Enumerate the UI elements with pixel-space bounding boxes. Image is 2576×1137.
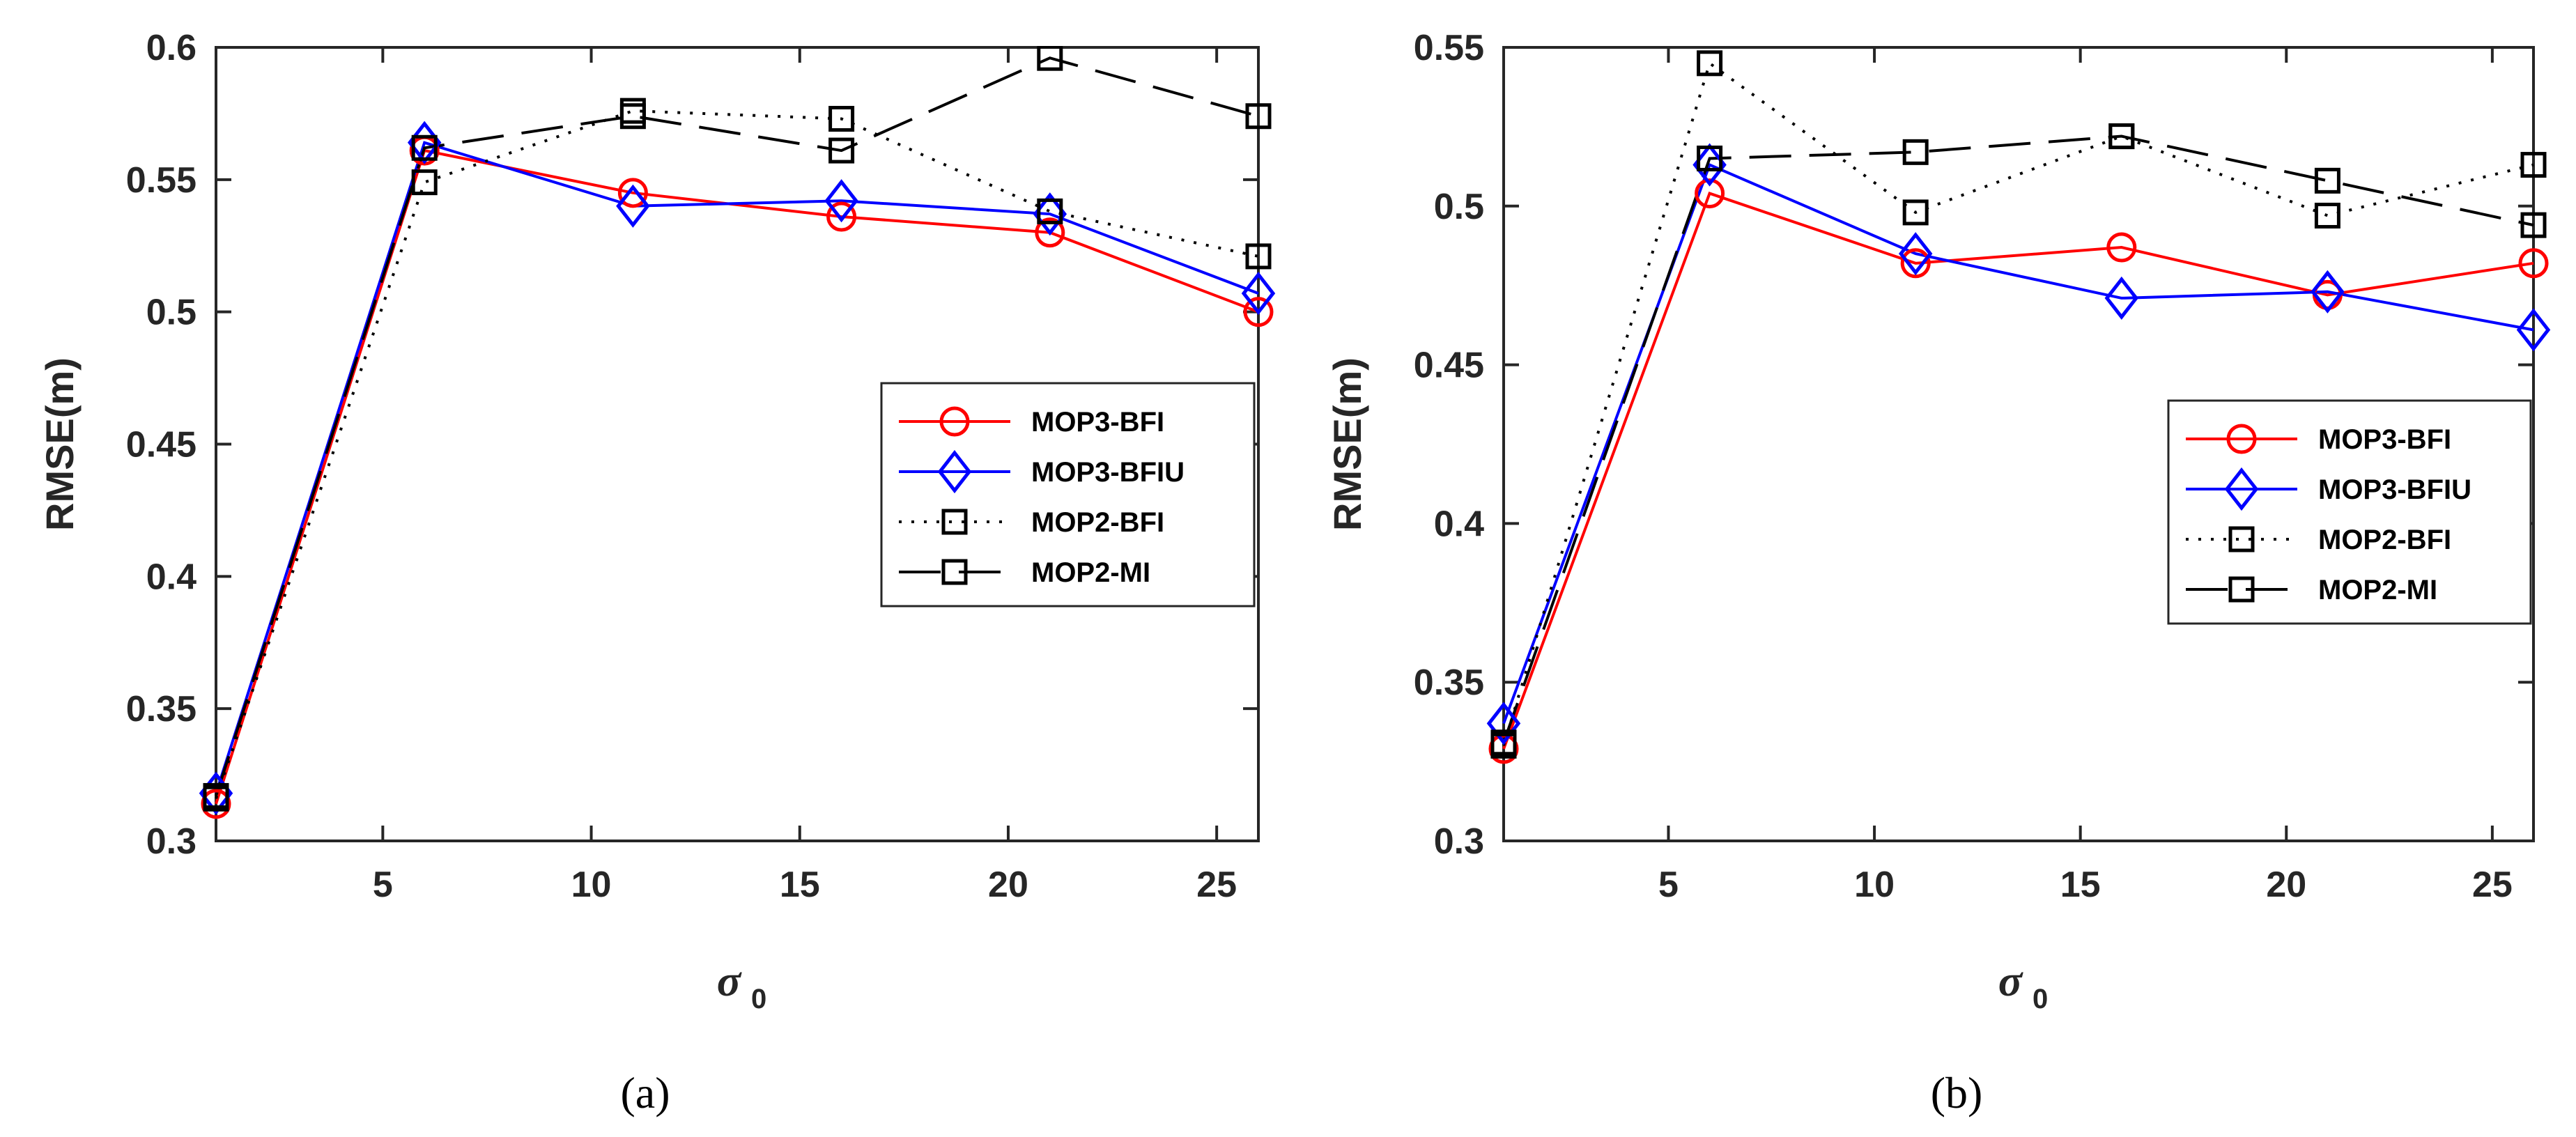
legend-label: MOP3-BFI	[1031, 407, 1164, 438]
x-tick-label: 25	[2472, 865, 2513, 905]
data-point-MOP2-MI	[619, 103, 646, 130]
legend-label: MOP3-BFI	[2318, 424, 2451, 455]
data-point-MOP2-BFI	[411, 169, 438, 196]
legend: MOP3-BFI MOP3-BFIU MOP2-BFI MOP2-MI	[2167, 399, 2532, 625]
series-line-MOP3-BFI	[1502, 192, 2534, 750]
x-tick-label: 15	[780, 865, 820, 905]
x-tick-label: 15	[2060, 865, 2101, 905]
chart-panel-1: 5 10 15 20 25 0.3 0.35 0.4 0.45 0.5 0.55 0.6 RMSE(m)…	[38, 28, 1276, 1117]
y-tick-label: 0.3	[1434, 821, 1484, 862]
data-point-MOP2-BFI	[2520, 152, 2547, 178]
data-point-MOP3-BFI	[1243, 297, 1274, 327]
data-point-MOP2-MI	[1490, 729, 1517, 756]
legend-label: MOP2-BFI	[1031, 507, 1164, 538]
legend-label: MOP2-BFI	[2318, 525, 2451, 555]
data-point-MOP3-BFI	[2106, 232, 2137, 263]
data-point-MOP3-BFIU	[2104, 276, 2139, 320]
data-point-MOP3-BFIU	[616, 184, 650, 228]
legend: MOP3-BFI MOP3-BFIU MOP2-BFI MOP2-MI	[880, 382, 1256, 608]
figure-caption: (b)	[1931, 1068, 1983, 1117]
data-point-MOP3-BFI	[1900, 248, 1931, 279]
data-point-MOP3-BFI	[1695, 178, 1725, 209]
legend-label: MOP2-MI	[2318, 575, 2437, 605]
x-tick-label: 25	[1196, 865, 1237, 905]
legend-label: MOP2-MI	[1031, 557, 1150, 588]
data-point-MOP2-BFI	[1697, 50, 1723, 77]
series-line-MOP3-BFIU	[215, 141, 1259, 794]
data-point-MOP2-MI	[828, 137, 855, 164]
data-point-MOP3-BFIU	[1241, 272, 1276, 316]
legend-swatch-marker	[2224, 467, 2259, 511]
x-tick-label: 20	[2266, 865, 2306, 905]
legend-swatch-marker	[2228, 526, 2255, 552]
legend-swatch-marker	[939, 406, 970, 437]
data-point-MOP3-BFIU	[1486, 702, 1521, 745]
series-group	[1486, 50, 2551, 764]
x-tick-label: 10	[1854, 865, 1895, 905]
data-point-MOP3-BFI	[2518, 248, 2549, 279]
legend-swatch-marker	[941, 509, 968, 535]
legend-swatch-marker	[2226, 424, 2257, 454]
x-tick-label: 20	[988, 865, 1028, 905]
legend-swatch-marker	[2228, 576, 2255, 603]
legend-swatch-marker	[937, 449, 972, 494]
data-point-MOP2-BFI	[1037, 198, 1063, 224]
y-tick-label: 0.55	[1414, 28, 1484, 68]
y-tick-label: 0.4	[146, 557, 196, 597]
data-point-MOP2-MI	[2520, 212, 2547, 238]
data-point-MOP3-BFI	[826, 201, 857, 232]
data-point-MOP2-BFI	[2314, 202, 2340, 229]
y-tick-label: 0.3	[146, 821, 196, 862]
data-point-MOP2-MI	[203, 782, 229, 809]
data-point-MOP3-BFIU	[2516, 308, 2551, 352]
series-line-MOP2-MI	[1502, 134, 2534, 743]
y-tick-label: 0.35	[126, 689, 196, 729]
data-point-MOP2-MI	[1245, 103, 1272, 130]
data-point-MOP2-MI	[1902, 139, 1929, 165]
data-point-MOP3-BFIU	[824, 179, 858, 223]
data-point-MOP3-BFI	[617, 178, 648, 208]
x-axis-label: σ	[717, 956, 742, 1005]
data-point-MOP2-MI	[2314, 167, 2340, 194]
y-tick-label: 0.35	[1414, 663, 1484, 703]
data-point-MOP2-BFI	[1245, 243, 1272, 270]
y-axis-label: RMSE(m)	[38, 357, 82, 531]
data-point-MOP3-BFIU	[2311, 270, 2345, 314]
data-point-MOP2-BFI	[1902, 199, 1929, 226]
data-point-MOP3-BFI	[201, 789, 231, 819]
y-tick-label: 0.4	[1434, 504, 1484, 544]
legend-label: MOP3-BFIU	[2318, 474, 2471, 505]
series-line-MOP2-BFI	[215, 109, 1259, 799]
data-point-MOP2-MI	[411, 134, 438, 161]
data-point-MOP2-MI	[1037, 46, 1063, 71]
series-group	[199, 46, 1276, 819]
x-axis-label: σ	[1998, 956, 2023, 1005]
y-tick-label: 0.6	[146, 28, 196, 68]
y-tick-label: 0.55	[126, 160, 196, 201]
y-tick-label: 0.45	[126, 425, 196, 465]
x-tick-label: 5	[373, 865, 393, 905]
y-axis-label: RMSE(m)	[1325, 357, 1369, 531]
y-tick-label: 0.5	[1434, 187, 1484, 227]
data-point-MOP2-MI	[2108, 123, 2135, 150]
figure-caption: (a)	[620, 1068, 670, 1117]
legend-swatch-marker	[941, 559, 968, 585]
x-tick-label: 5	[1658, 865, 1679, 905]
data-point-MOP2-BFI	[828, 106, 855, 132]
data-point-MOP3-BFI	[1035, 217, 1065, 248]
data-point-MOP3-BFIU	[1898, 232, 1933, 276]
y-tick-label: 0.45	[1414, 346, 1484, 386]
data-point-MOP2-MI	[1697, 145, 1723, 171]
chart-panel-2: 5 10 15 20 25 0.3 0.35 0.4 0.45 0.5 0.55 RMSE(m) σ 0 M…	[1325, 28, 2551, 1117]
legend-label: MOP3-BFIU	[1031, 457, 1185, 488]
x-tick-label: 10	[571, 865, 612, 905]
series-line-MOP2-BFI	[1502, 61, 2534, 746]
series-line-MOP2-MI	[215, 56, 1259, 797]
y-tick-label: 0.5	[146, 293, 196, 333]
x-axis-label-subscript: 0	[751, 984, 766, 1014]
x-axis-label-subscript: 0	[2033, 984, 2048, 1014]
